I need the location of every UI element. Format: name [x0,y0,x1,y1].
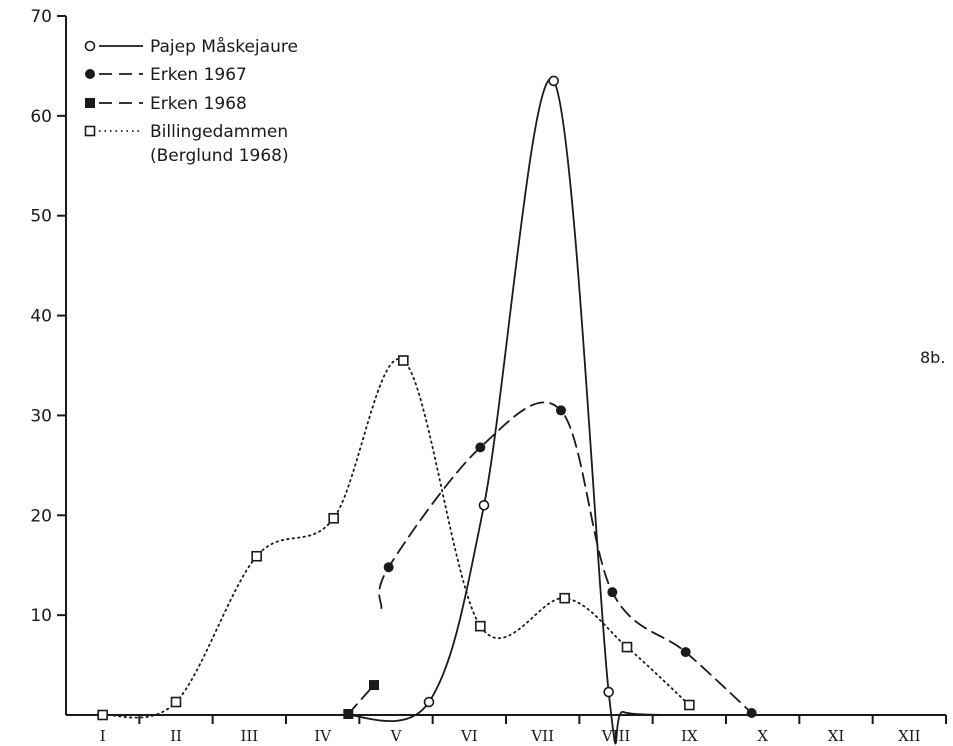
data-point-3 [97,709,108,721]
data-point-3 [398,355,409,366]
x-tick-label: VI [460,727,478,745]
x-tick-label: VII [530,727,554,745]
data-point-1 [556,405,566,416]
data-point-3 [251,550,262,562]
y-tick-label: 50 [30,207,52,227]
legend: Pajep Måskejaure Erken 1967 Erken 1968 Bill… [84,36,298,166]
data-point-1 [475,442,486,453]
y-tick-label: 10 [30,606,52,626]
data-point-2 [369,680,379,691]
series-line-1 [378,401,753,714]
data-point-1 [607,587,618,598]
data-point-3 [170,696,182,708]
x-tick-label: III [240,727,258,745]
legend-label-1: Erken 1967 [150,65,247,85]
data-point-0 [478,499,490,511]
x-tick-label: X [757,727,768,745]
data-point-3 [328,512,339,524]
data-point-2 [343,709,354,720]
y-tick-label: 40 [30,307,52,327]
x-tick-label: XII [898,727,921,745]
x-tick-label: I [100,727,106,745]
data-point-0 [423,696,435,708]
figure-label: 8b. [920,348,945,367]
x-tick-label: II [170,727,182,745]
data-point-1 [383,562,394,573]
data-point-3 [559,592,570,604]
y-tick-label: 60 [30,107,52,127]
y-tick-label: 70 [30,7,52,27]
series-curves [101,78,753,745]
data-point-0 [603,686,614,698]
x-tick-label: V [390,727,403,745]
legend-label-3: Billingedammen [150,122,288,142]
x-tick-label: VIII [601,727,631,745]
data-point-3 [684,699,695,711]
x-tick-label: IX [681,727,698,745]
series-markers [97,75,757,721]
data-point-3 [621,641,633,653]
legend-marker-1 [85,69,95,79]
y-tick-label: 30 [30,406,52,426]
data-point-3 [475,620,486,632]
series-line-3 [101,358,691,719]
data-point-0 [548,75,559,87]
legend-label-0: Pajep Måskejaure [150,36,298,57]
legend-marker-2 [85,98,95,108]
y-tick-label: 20 [30,506,52,526]
x-tick-label: XI [828,727,845,745]
legend-label-2: Erken 1968 [150,94,247,114]
data-point-1 [746,708,757,719]
legend-marker-0 [84,40,96,52]
data-point-1 [680,647,691,658]
legend-marker-3 [84,125,96,137]
x-tick-label: IV [314,727,332,745]
legend-label-3-line2: (Berglund 1968) [150,146,289,166]
